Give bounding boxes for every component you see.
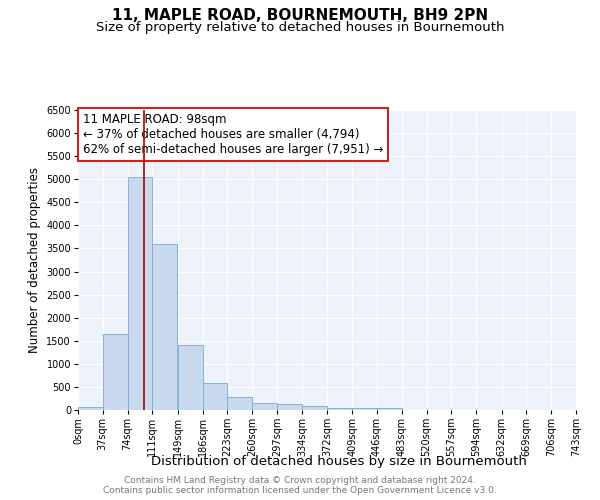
Bar — [352, 408, 377, 410]
Bar — [203, 383, 227, 410]
Bar — [103, 334, 128, 410]
Bar — [302, 406, 326, 410]
Text: Distribution of detached houses by size in Bournemouth: Distribution of detached houses by size … — [151, 455, 527, 468]
Text: Size of property relative to detached houses in Bournemouth: Size of property relative to detached ho… — [96, 21, 504, 34]
Bar — [377, 408, 402, 410]
Bar — [128, 177, 152, 410]
Text: 11 MAPLE ROAD: 98sqm
← 37% of detached houses are smaller (4,794)
62% of semi-de: 11 MAPLE ROAD: 98sqm ← 37% of detached h… — [83, 113, 383, 156]
Bar — [277, 404, 302, 410]
Bar — [227, 396, 252, 410]
Text: Contains HM Land Registry data © Crown copyright and database right 2024.
Contai: Contains HM Land Registry data © Crown c… — [103, 476, 497, 495]
Text: 11, MAPLE ROAD, BOURNEMOUTH, BH9 2PN: 11, MAPLE ROAD, BOURNEMOUTH, BH9 2PN — [112, 8, 488, 22]
Bar — [152, 244, 177, 410]
Bar — [178, 346, 203, 410]
Bar — [78, 406, 103, 410]
Bar — [328, 408, 352, 410]
Bar — [252, 402, 277, 410]
Y-axis label: Number of detached properties: Number of detached properties — [28, 167, 41, 353]
